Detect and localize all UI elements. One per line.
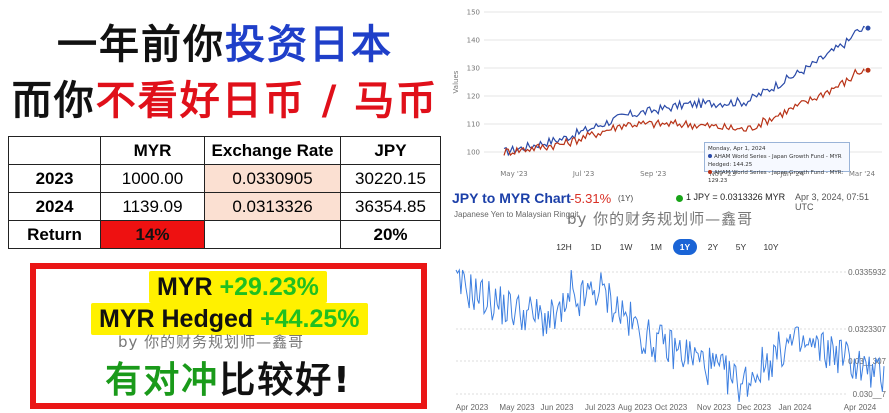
row-label-2024: 2024 (8, 192, 101, 221)
fund-y-tick: 150 (467, 9, 480, 17)
fx-subtitle: Japanese Yen to Malaysian Ringgit (454, 210, 579, 219)
headline-line-2: 而你不看好日币 / 马币 (0, 68, 450, 126)
cell-rate-return (204, 220, 341, 249)
fx-x-tick: Nov 2023 (697, 403, 732, 412)
table-header-rate: Exchange Rate (204, 136, 341, 165)
range-5y[interactable]: 5Y (735, 242, 747, 252)
jpy-myr-chart: JPY to MYR Chart -5.31% (1Y) 1 JPY = 0.0… (452, 184, 889, 413)
conclusion-part-1: 有对冲 (105, 360, 220, 401)
cell-myr-2023: 1000.00 (100, 164, 205, 193)
headline: 一年前你投资日本 而你不看好日币 / 马币 (0, 0, 450, 132)
cell-jpy-2024: 36354.85 (340, 192, 441, 221)
row-label-return: Return (8, 220, 101, 249)
fund-y-tick: 110 (467, 121, 480, 129)
fx-x-tick: Apr 2023 (456, 403, 489, 412)
fx-y-tick: 0.0335932 (848, 268, 886, 277)
table-row: Return 14% 20% (8, 220, 441, 249)
range-12h[interactable]: 12H (556, 242, 572, 252)
fx-chart-title: JPY to MYR Chart (452, 190, 571, 206)
tooltip-line-myr: AHAM World Series - Japan Growth Fund - … (708, 169, 846, 185)
table-header-jpy: JPY (340, 136, 441, 165)
byline-watermark: by 你的财务规划师—鑫哥 (118, 333, 305, 351)
return-table: MYR Exchange Rate JPY 2023 1000.00 0.033… (8, 136, 441, 249)
myr-label: MYR (157, 273, 213, 301)
fx-x-tick: Jan 2024 (779, 403, 812, 412)
live-dot-icon (676, 195, 683, 202)
fund-series-line-1 (503, 68, 869, 157)
headline-line-2-part-2: 不看好日币 / 马币 (95, 78, 439, 124)
fund-y-tick: 130 (467, 65, 480, 73)
table-header-myr: MYR (100, 136, 205, 165)
range-1d[interactable]: 1D (590, 242, 602, 252)
tooltip-date: Monday, Apr 1, 2024 (708, 146, 766, 152)
fund-performance-chart: 150 140 130 120 110 100 Values May '23 Jul '23 Se… (452, 0, 889, 184)
fx-x-tick: Oct 2023 (655, 403, 688, 412)
tooltip-line-hedged: AHAM World Series - Japan Growth Fund - … (708, 153, 846, 169)
fx-x-tick: May 2023 (499, 403, 535, 412)
fx-y-tick: 0.03__307 (848, 357, 886, 366)
cell-rate-2024: 0.0313326 (204, 192, 341, 221)
tooltip-myr-text: AHAM World Series - Japan Growth Fund - … (708, 170, 844, 184)
fund-series-endpoint[interactable] (864, 66, 872, 74)
fx-series-line (455, 268, 885, 403)
fund-x-tick: Sep '23 (640, 170, 666, 178)
conclusion-part-2: 比较好! (219, 360, 352, 401)
conclusion-text: 有对冲比较好! (36, 351, 421, 403)
fx-x-tick: Apr 2024 (844, 403, 877, 412)
myr-dot-icon (708, 170, 712, 174)
fund-y-tick: 120 (467, 93, 480, 101)
fx-change: -5.31% (570, 191, 612, 206)
fund-series-endpoint[interactable] (864, 24, 872, 32)
table-header-row: MYR Exchange Rate JPY (8, 136, 441, 165)
headline-line-2-part-1: 而你 (11, 78, 96, 124)
fx-y-tick: 0.0323307 (848, 325, 886, 334)
fx-y-tick: 0.030__7 (853, 390, 887, 399)
fund-x-tick: Jan '24 (779, 170, 804, 178)
myr-pct: +29.23% (219, 273, 319, 301)
cell-jpy-return: 20% (340, 220, 441, 249)
hedged-return-badge: MYR Hedged +44.25% (91, 303, 368, 335)
fx-x-tick: Jun 2023 (541, 403, 574, 412)
range-1w[interactable]: 1W (619, 242, 633, 252)
range-1m[interactable]: 1M (650, 242, 662, 252)
hedged-label: MYR Hedged (99, 305, 254, 333)
headline-line-1-part-2: 投资日本 (225, 22, 393, 68)
fund-y-tick: 140 (467, 37, 480, 45)
fund-tooltip: Monday, Apr 1, 2024 AHAM World Series - … (704, 142, 850, 184)
fund-x-tick: Jul '23 (572, 170, 595, 178)
cell-myr-2024: 1139.09 (100, 192, 205, 221)
table-header-blank (8, 136, 101, 165)
range-10y[interactable]: 10Y (763, 242, 779, 252)
fund-x-tick: May '23 (500, 170, 528, 178)
fx-x-tick: Jul 2023 (585, 403, 616, 412)
cell-rate-2023: 0.0330905 (204, 164, 341, 193)
myr-return-badge: MYR +29.23% (149, 271, 327, 303)
fund-y-tick: 100 (467, 149, 480, 157)
byline-watermark-2: by 你的财务规划师—鑫哥 (567, 210, 754, 228)
range-2y[interactable]: 2Y (707, 242, 719, 252)
fx-x-tick: Aug 2023 (618, 403, 653, 412)
fx-rate: 1 JPY = 0.0313326 MYR (686, 192, 786, 202)
fx-period: (1Y) (618, 194, 634, 203)
row-label-2023: 2023 (8, 164, 101, 193)
range-1y[interactable]: 1Y (673, 239, 697, 255)
fund-series-line-0 (503, 25, 869, 157)
cell-jpy-2023: 30220.15 (340, 164, 441, 193)
cell-myr-return: 14% (100, 220, 205, 249)
headline-line-1: 一年前你投资日本 (0, 12, 450, 70)
table-row: 2024 1139.09 0.0313326 36354.85 (8, 192, 441, 221)
hedged-dot-icon (708, 154, 712, 158)
fund-x-tick: Nov '23 (709, 170, 736, 178)
summary-box: MYR +29.23% MYR Hedged +44.25% by 你的财务规划… (30, 263, 427, 409)
fund-y-axis-label: Values (452, 70, 460, 93)
hedged-pct: +44.25% (260, 305, 360, 333)
fx-chart-svg: 0.0335932 0.0323307 0.03__307 0.030__7 Apr 2… (455, 268, 887, 412)
table-row: 2023 1000.00 0.0330905 30220.15 (8, 164, 441, 193)
fx-datetime: Apr 3, 2024, 07:51 UTC (795, 192, 870, 212)
fx-x-tick: Dec 2023 (737, 403, 772, 412)
tooltip-hedged-text: AHAM World Series - Japan Growth Fund - … (708, 154, 842, 168)
fund-x-tick: Mar '24 (849, 170, 876, 178)
headline-line-1-part-1: 一年前你 (57, 22, 225, 68)
